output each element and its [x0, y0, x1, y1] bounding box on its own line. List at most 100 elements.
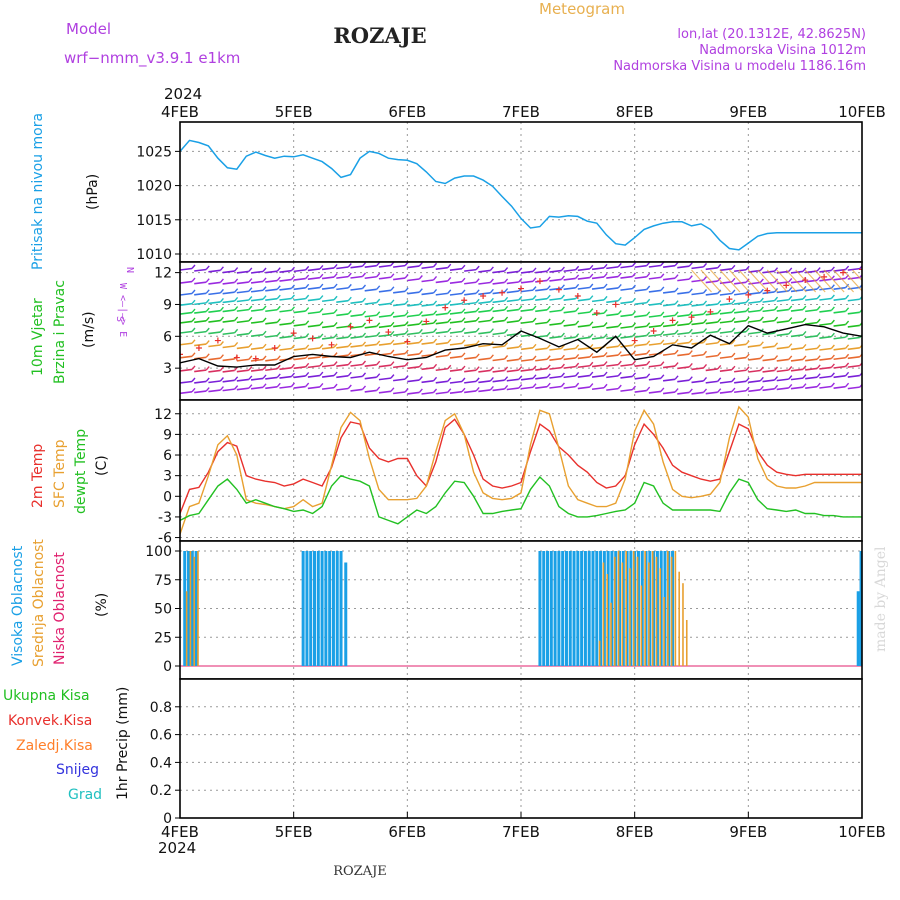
- precip-plot-area: [180, 679, 862, 818]
- wind-barb: [194, 343, 207, 347]
- wind-barb-flag: [205, 307, 210, 313]
- cloud-high-bar: [542, 551, 546, 666]
- wind-barb-flag: [603, 283, 608, 289]
- cloud-high-bar: [606, 551, 610, 666]
- wind-barb: [180, 380, 193, 384]
- wind-barb-flag: [404, 321, 409, 326]
- wind-barb-flag: [504, 366, 509, 371]
- wind-barb-flag: [191, 387, 196, 393]
- wind-barb: [222, 358, 235, 362]
- bottom-year: 2024: [158, 839, 196, 857]
- wind-barb: [634, 288, 647, 292]
- wind-barb-flag: [461, 387, 466, 393]
- wind-barb: [293, 310, 306, 314]
- wind-barb: [776, 378, 789, 382]
- wind-barb-flag: [248, 287, 253, 292]
- wind-barb-flag: [234, 278, 239, 283]
- wind-barb-flag: [418, 376, 423, 381]
- wind-barb-flag: [461, 327, 466, 332]
- gust-marker: [745, 291, 752, 298]
- wind-barb: [407, 303, 420, 307]
- wind-barb-flag: [802, 295, 807, 300]
- wind-barb: [378, 364, 392, 368]
- cloud-high-bar: [655, 551, 659, 666]
- wind-barb: [506, 290, 519, 294]
- wind-barb-flag: [290, 372, 295, 378]
- wind-barb: [307, 374, 320, 378]
- wind-barb: [549, 269, 562, 273]
- wind-barb-flag: [376, 331, 381, 337]
- wind-barb-flag: [475, 265, 480, 271]
- wind-barb: [478, 331, 491, 335]
- wind-barb: [847, 347, 860, 351]
- wind-barb-flag: [646, 360, 651, 366]
- wind-barb-flag: [333, 263, 338, 269]
- product-title: Meteogram: [539, 0, 625, 18]
- wind-barb: [506, 320, 519, 324]
- wind-barb: [506, 387, 519, 391]
- wind-barb-flag: [575, 344, 580, 349]
- wind-barb: [378, 390, 392, 394]
- wind-barb-flag: [759, 354, 764, 359]
- cloud-tick-label: 0: [163, 659, 172, 675]
- cloud-mid-bar: [644, 551, 646, 666]
- wind-barb-flag: [575, 265, 580, 271]
- cloud-high-bar: [663, 551, 667, 666]
- wind-barb-flag: [731, 289, 736, 294]
- wind-barb-flag: [759, 297, 764, 303]
- wind-barb-flag: [447, 318, 452, 323]
- wind-barb-flag: [603, 383, 608, 389]
- wind-barb-flag: [234, 267, 239, 272]
- wind-barb: [435, 367, 448, 372]
- wind-barb: [464, 319, 477, 324]
- wind-barb-flag: [759, 266, 764, 272]
- wind-barb: [407, 366, 420, 370]
- pressure-ylabel: Pritisak na nivou mora: [30, 113, 46, 270]
- wind-barb: [776, 387, 789, 391]
- wind-barb: [208, 309, 221, 314]
- wind-barb-flag: [276, 344, 281, 349]
- top-date-label: 7FEB: [502, 103, 540, 121]
- wind-barb-flag: [830, 344, 835, 349]
- wind-barb-upper: [757, 269, 779, 293]
- wind-barb: [563, 323, 576, 327]
- wind-barb: [734, 380, 747, 384]
- wind-barb-flag: [205, 298, 210, 304]
- wind-barb-flag: [191, 317, 196, 322]
- wind-barb: [805, 367, 818, 371]
- wind-barb-flag: [347, 333, 352, 338]
- wind-barb-flag: [546, 382, 551, 388]
- wind-barb: [620, 388, 633, 392]
- wind-barb: [478, 319, 491, 323]
- wind-barb-flag: [674, 287, 679, 292]
- wind-barb-flag: [433, 338, 438, 343]
- wind-barb-flag: [489, 328, 494, 333]
- wind-barb: [307, 298, 320, 302]
- wind-barb-flag: [688, 388, 693, 393]
- wind-barb: [648, 364, 661, 368]
- wind-barb-flag: [418, 350, 423, 355]
- wind-barb-flag: [546, 318, 551, 323]
- wind-barb-flag: [674, 320, 679, 326]
- cloud-ylabel-mid: Srednja Oblacnost: [31, 539, 47, 667]
- cloud-mid-bar: [670, 556, 673, 666]
- cloud-high-bar: [344, 562, 348, 666]
- wind-barb-flag: [518, 278, 523, 283]
- wind-barb-flag: [745, 386, 750, 392]
- wind-barb-flag: [191, 339, 196, 344]
- wind-barb-flag: [674, 338, 679, 344]
- wind-speed-line: [180, 323, 862, 368]
- wind-barb: [421, 313, 434, 317]
- bottom-date-label: 7FEB: [502, 823, 540, 841]
- wind-barb: [407, 332, 420, 336]
- wind-barb-flag: [702, 388, 708, 393]
- wind-barb: [407, 265, 420, 269]
- wind-barb: [506, 299, 519, 303]
- wind-barb-flag: [361, 360, 367, 365]
- wind-barb: [549, 322, 562, 326]
- wind-barb-flag: [489, 297, 494, 303]
- wind-barb: [719, 311, 733, 315]
- wind-barb-flag: [802, 365, 807, 370]
- wind-barb-flag: [802, 343, 807, 349]
- wind-barb: [776, 320, 789, 324]
